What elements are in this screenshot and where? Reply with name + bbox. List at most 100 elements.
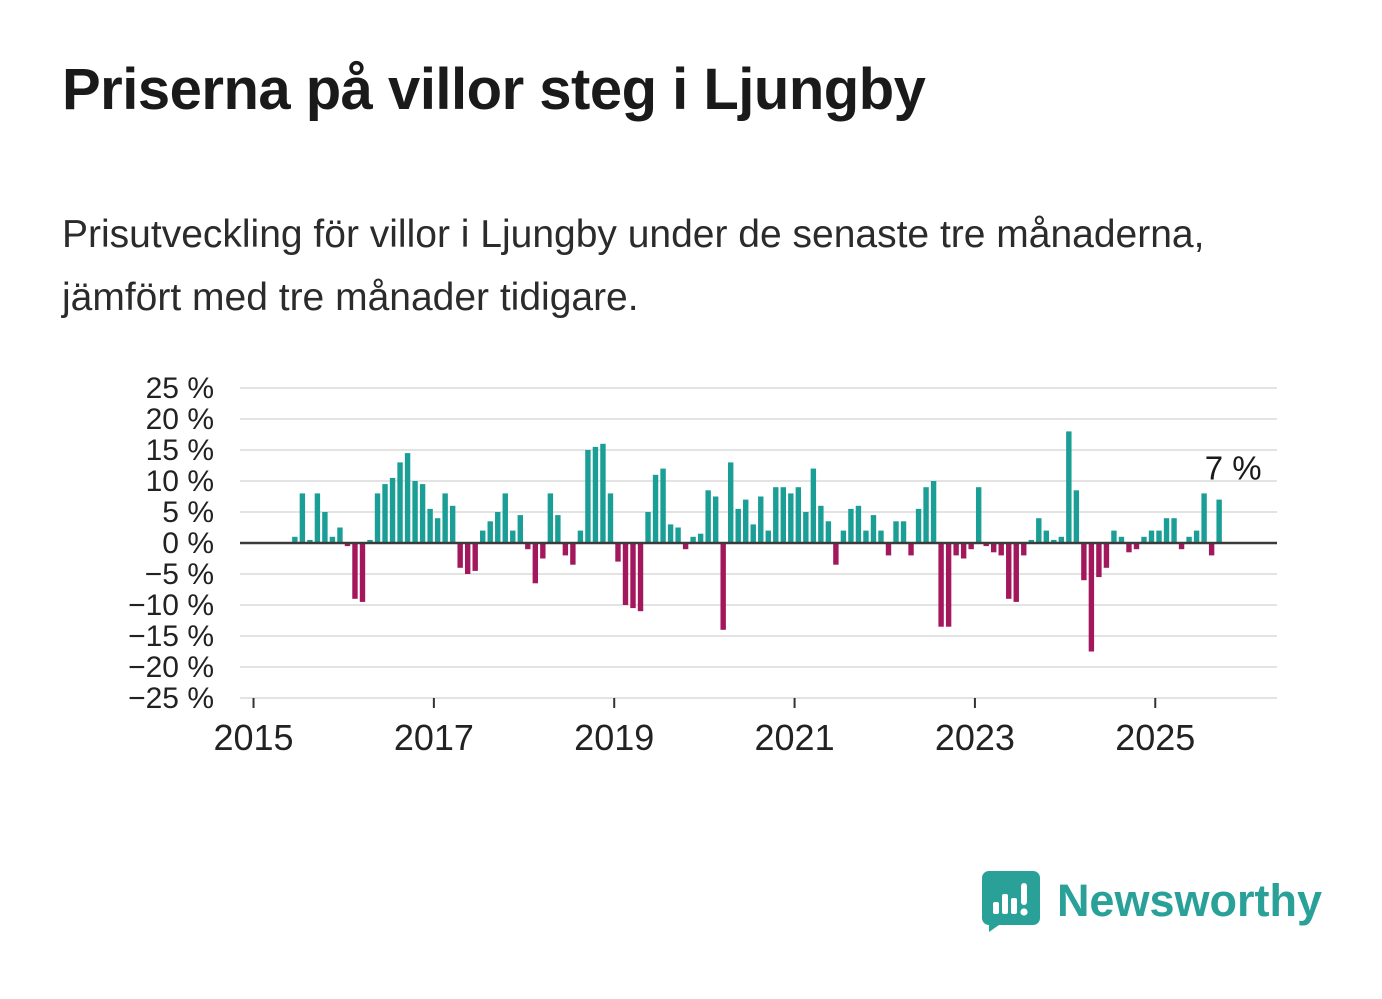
y-tick-label: 10 %	[146, 465, 214, 498]
bar	[780, 487, 786, 543]
bar	[968, 543, 974, 550]
bar	[547, 493, 554, 543]
bar	[923, 487, 929, 543]
bar	[1073, 490, 1080, 543]
bar	[960, 543, 967, 559]
bar	[292, 536, 298, 543]
bar	[1171, 518, 1177, 543]
bar	[1178, 543, 1185, 550]
bar	[938, 543, 944, 627]
bar	[577, 530, 584, 543]
y-tick-label: −5 %	[145, 558, 214, 591]
bar	[675, 527, 681, 543]
newsworthy-logo: Newsworthy	[981, 870, 1322, 932]
bar	[585, 450, 591, 543]
bar	[630, 543, 636, 609]
bar	[1126, 543, 1132, 553]
bar	[592, 446, 599, 543]
bar	[615, 543, 621, 562]
y-tick-label: −15 %	[128, 620, 214, 653]
bar	[930, 481, 937, 543]
bar	[885, 543, 892, 556]
bar	[975, 487, 982, 543]
bar	[412, 481, 418, 543]
bar	[735, 508, 741, 543]
bar	[1186, 536, 1192, 543]
bar	[1096, 543, 1102, 578]
bar	[690, 536, 696, 543]
y-tick-label: −20 %	[128, 651, 214, 684]
bar	[329, 536, 336, 543]
bar	[472, 543, 478, 571]
bar	[1088, 543, 1095, 652]
bar	[607, 493, 614, 543]
bar	[434, 518, 441, 543]
x-tick-label: 2019	[574, 717, 654, 758]
bar	[562, 543, 569, 556]
y-tick-label: 0 %	[162, 527, 214, 560]
price-chart: 25 %20 %15 %10 %5 %0 %−5 %−10 %−15 %−20 …	[128, 372, 1277, 758]
bar	[915, 508, 922, 543]
bar	[374, 493, 381, 543]
bar	[788, 493, 794, 543]
bar	[337, 527, 343, 543]
bar	[457, 543, 463, 568]
bar	[878, 530, 884, 543]
bar	[532, 543, 539, 584]
bar	[840, 530, 847, 543]
bar	[322, 512, 328, 543]
bar	[863, 530, 869, 543]
bar	[660, 468, 666, 543]
bar	[667, 524, 674, 543]
bar	[622, 543, 629, 605]
bar	[1148, 530, 1155, 543]
bar	[1216, 499, 1222, 543]
bar	[1036, 518, 1042, 543]
bar	[442, 493, 448, 543]
y-tick-label: −10 %	[128, 589, 214, 622]
bar	[1021, 543, 1027, 556]
bar	[848, 508, 854, 543]
bar	[480, 530, 486, 543]
bar	[299, 493, 306, 543]
bar	[419, 484, 426, 543]
bar	[1133, 543, 1140, 550]
x-tick-label: 2023	[935, 717, 1015, 758]
bar	[1163, 518, 1170, 543]
logo-exclamation-bar	[1020, 883, 1027, 905]
bar	[697, 533, 704, 543]
bar	[517, 515, 523, 543]
bar	[908, 543, 914, 556]
newsworthy-logo-text: Newsworthy	[1056, 875, 1322, 926]
bar	[720, 543, 726, 630]
chart-container: 25 % 20 % 15 % 10 % 5 % 0 % −5 % −10 % −15 % −20 …	[0, 358, 1382, 788]
bar	[983, 543, 989, 547]
y-tick-label: 20 %	[146, 403, 214, 436]
bar	[314, 493, 321, 543]
bar	[397, 462, 403, 543]
bar	[540, 543, 546, 559]
bar	[1208, 543, 1215, 556]
x-tick-label: 2021	[755, 717, 835, 758]
bar	[750, 524, 756, 543]
bar	[893, 521, 899, 543]
bar	[1066, 431, 1072, 543]
bar	[765, 530, 771, 543]
bar	[1013, 543, 1019, 602]
page-title: Priserna på villor steg i Ljungby	[62, 57, 926, 122]
bar	[953, 543, 959, 556]
bar	[1028, 539, 1034, 543]
bar	[344, 543, 351, 547]
bar	[510, 530, 516, 543]
logo-exclamation-dot	[1020, 908, 1028, 916]
x-tick-label: 2015	[213, 717, 293, 758]
bar	[1006, 543, 1012, 599]
newsworthy-logo-icon	[981, 871, 1040, 932]
y-tick-label: 15 %	[146, 434, 214, 467]
bar	[773, 487, 779, 543]
bar	[712, 496, 719, 543]
bar	[855, 505, 862, 543]
bar	[352, 543, 358, 599]
bar	[502, 493, 508, 543]
bar	[682, 543, 689, 550]
